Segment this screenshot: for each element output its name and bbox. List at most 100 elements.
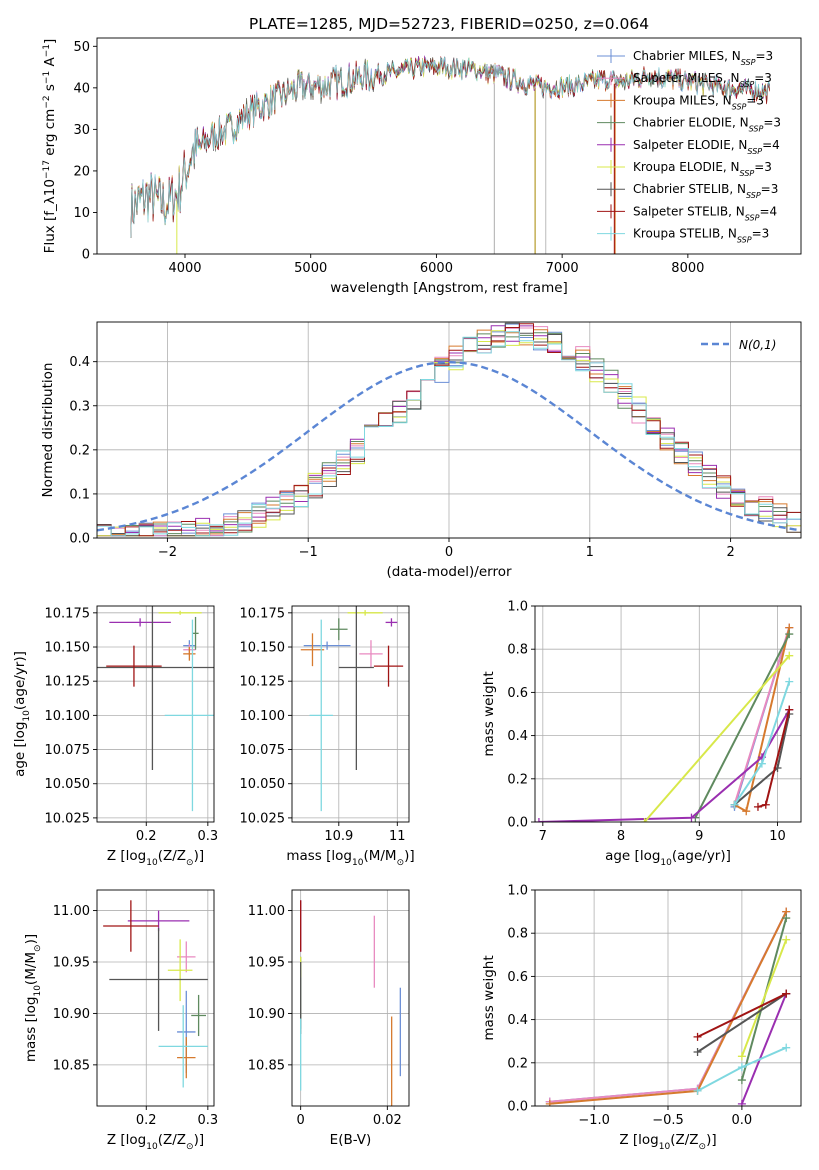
y-tick-label: 10.050 <box>240 777 286 792</box>
x-tick-label: 5000 <box>294 261 327 276</box>
x-axis-label: wavelength [Angstrom, rest frame] <box>330 280 568 296</box>
x-tick-label: −0.5 <box>652 1113 684 1128</box>
y-tick-label: 0.2 <box>507 1056 528 1071</box>
x-tick-label: 8000 <box>671 261 704 276</box>
y-tick-label: 0.6 <box>507 970 528 985</box>
axes-frame <box>96 889 215 1107</box>
weight-line-4 <box>740 993 788 1105</box>
y-tick-label: 0.4 <box>69 355 90 370</box>
weight-marker-5 <box>640 818 649 822</box>
weight-line-5 <box>740 939 788 1057</box>
y-tick-label: 0 <box>82 248 90 263</box>
weight-marker-7 <box>693 1032 702 1041</box>
y-tick-label: 0.4 <box>507 1013 528 1028</box>
y-tick-label: 1.0 <box>507 884 528 899</box>
axes-frame <box>291 605 410 823</box>
weight-marker-8 <box>757 759 766 768</box>
y-tick-label: 10.95 <box>248 956 285 971</box>
x-axis-label: mass [log10(M/M⊙)] <box>286 848 414 868</box>
x-axis-label: E(B-V) <box>330 1132 372 1148</box>
weight-line-7 <box>697 992 787 1038</box>
x-axis-label: Z [log10(Z/Z⊙)] <box>107 848 204 868</box>
legend-label-7: Salpeter STELIB, NSSP=4 <box>633 204 777 222</box>
y-tick-label: 10.075 <box>45 743 91 758</box>
y-tick-label: 10.125 <box>240 675 286 690</box>
age-vs-mass-panel: 10.9 11 10.025 10.050 10.075 10.100 10.125 10.1… <box>240 605 415 868</box>
x-tick-label: 10 <box>769 829 786 844</box>
y-axis-label: Flux [f_λ10−17 erg cm−2 s−1 A−1] <box>42 39 58 254</box>
y-tick-label: 20 <box>73 164 90 179</box>
y-tick-label: 10.025 <box>45 811 91 826</box>
weight-marker-4 <box>737 1099 746 1106</box>
y-tick-label: 0.8 <box>507 927 528 942</box>
x-axis-label: Z [log10(Z/Z⊙)] <box>107 1132 204 1152</box>
y-tick-label: 10.075 <box>240 743 286 758</box>
y-axis-label: mass [log10(M/M⊙)] <box>23 934 43 1062</box>
y-tick-label: 0.0 <box>69 532 90 547</box>
weight-marker-5 <box>785 651 794 660</box>
normal-curve <box>97 360 801 532</box>
x-tick-label: 0.3 <box>197 829 218 844</box>
plot-area <box>97 606 214 812</box>
y-tick-label: 11.00 <box>248 904 285 919</box>
weight-marker-6 <box>693 1048 702 1056</box>
x-tick-label: −1.0 <box>578 1113 610 1128</box>
axes-frame <box>291 889 410 1107</box>
x-tick-label: 2 <box>726 545 734 560</box>
y-tick-label: 10.90 <box>248 1007 285 1022</box>
spectrum-line-8 <box>130 57 770 238</box>
y-tick-label: 0.2 <box>507 772 528 787</box>
mass-vs-z-panel: 0.2 0.3 10.85 10.90 10.95 11.00 Z [log10(Z/Z⊙)… <box>23 889 218 1152</box>
y-axis-label: mass weight <box>481 671 497 756</box>
legend-label-4: Salpeter ELODIE, NSSP=4 <box>633 138 780 156</box>
y-tick-label: 11.00 <box>53 904 90 919</box>
y-tick-label: 0.0 <box>507 1100 528 1115</box>
weight-marker-5 <box>737 1052 746 1061</box>
y-axis-label: mass weight <box>481 955 497 1040</box>
weight-marker-7 <box>761 800 770 809</box>
y-tick-label: 10.150 <box>240 641 286 656</box>
legend-label-0: Chabrier MILES, NSSP=3 <box>633 49 773 67</box>
weight-marker-4 <box>535 818 543 822</box>
weight-vs-age-panel: 7 8 9 10 0.0 0.2 0.4 0.6 0.8 1.0 age [log10(age/yr… <box>481 600 802 868</box>
x-tick-label: 0.2 <box>136 1113 157 1128</box>
y-tick-label: 30 <box>73 123 90 138</box>
weight-line-6 <box>697 992 787 1053</box>
plot-area <box>535 623 794 822</box>
y-tick-label: 10.100 <box>45 709 91 724</box>
y-tick-label: 50 <box>73 40 90 55</box>
x-tick-label: −2 <box>158 545 177 560</box>
weight-line-1 <box>733 627 791 805</box>
y-tick-label: 0.3 <box>69 399 90 414</box>
weight-marker-3 <box>785 630 794 639</box>
plot-area <box>130 55 770 254</box>
x-tick-label: 0.3 <box>197 1113 218 1128</box>
weight-marker-8 <box>782 1043 791 1052</box>
y-tick-label: 0.1 <box>69 487 90 502</box>
weight-line-5 <box>643 655 791 822</box>
y-axis-label: age [log10(age/yr)] <box>12 651 32 777</box>
y-tick-label: 10.95 <box>53 956 90 971</box>
y-tick-label: 40 <box>73 81 90 96</box>
x-tick-label: −1 <box>299 545 318 560</box>
weight-vs-z-panel: −1.0 −0.5 0.0 0.0 0.2 0.4 0.6 0.8 1.0 Z [log10(Z/… <box>481 884 802 1152</box>
legend-label-1: Salpeter MILES, NSSP=3 <box>633 71 772 89</box>
y-tick-label: 10.175 <box>45 606 91 621</box>
y-tick-label: 10.125 <box>45 675 91 690</box>
y-tick-label: 10 <box>73 206 90 221</box>
weight-marker-4 <box>687 813 696 822</box>
axes-frame <box>96 605 215 823</box>
x-tick-label: 9 <box>695 829 703 844</box>
y-tick-label: 10.85 <box>248 1058 285 1073</box>
weight-marker-5 <box>782 935 791 944</box>
plot-area <box>97 322 801 538</box>
weight-marker-8 <box>730 800 739 809</box>
plot-area <box>103 900 208 1088</box>
weight-marker-7 <box>785 705 794 714</box>
plot-area <box>300 606 404 812</box>
weight-marker-2 <box>742 807 751 816</box>
y-tick-label: 10.025 <box>240 811 286 826</box>
y-tick-label: 10.050 <box>45 777 91 792</box>
x-tick-label: 10.9 <box>324 829 353 844</box>
